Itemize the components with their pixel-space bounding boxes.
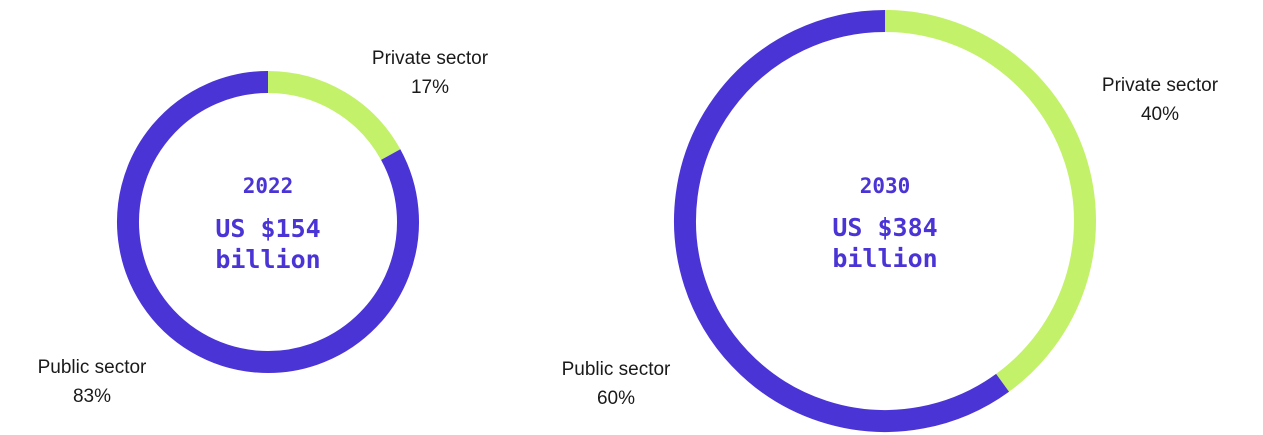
center-year: 2022 (243, 174, 294, 198)
donut-chart-2030: Private sector 40% Public sector 60% 2030 US … (562, 10, 1219, 432)
slice-label-name: Private sector (1102, 75, 1219, 96)
slice-label-value: 83% (73, 386, 111, 407)
donut-slice-private-sector (267, 71, 401, 161)
center-unit: billion (832, 244, 937, 273)
slice-label-name: Public sector (562, 359, 671, 380)
slice-label-name: Private sector (372, 48, 489, 69)
donut-chart-2022: Private sector 17% Public sector 83% 2022 US … (38, 48, 489, 407)
center-unit: billion (215, 245, 320, 274)
slice-label-value: 60% (597, 388, 635, 409)
donut-slice-private-sector (884, 10, 1096, 392)
center-amount: US $384 (832, 213, 937, 242)
donut-slice-public-sector (674, 10, 1010, 432)
donut-slice-public-sector (117, 71, 419, 373)
slice-label-name: Public sector (38, 357, 147, 378)
slice-label-value: 17% (411, 77, 449, 98)
slice-label-value: 40% (1141, 104, 1179, 125)
center-amount: US $154 (215, 214, 320, 243)
center-year: 2030 (860, 174, 911, 198)
